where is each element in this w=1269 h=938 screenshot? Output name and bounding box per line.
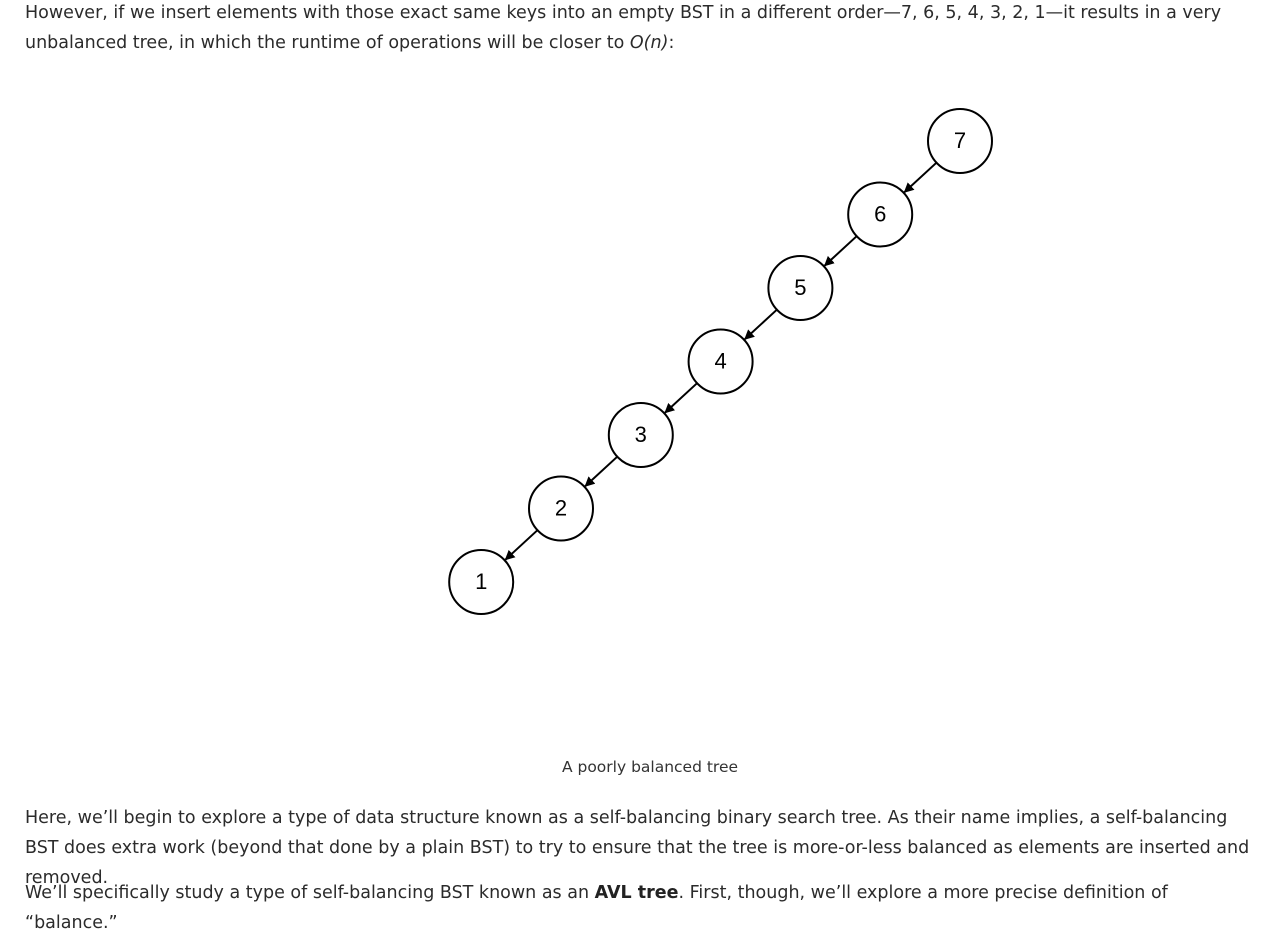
edge-5-to-4 bbox=[744, 308, 778, 340]
unbalanced-tree-diagram: 7 6 5 4 3 2 1 bbox=[448, 108, 993, 615]
node-label: 4 bbox=[714, 348, 726, 373]
tree-node-1: 1 bbox=[448, 549, 515, 615]
big-o-notation: O(n) bbox=[629, 33, 669, 53]
node-circle bbox=[607, 402, 674, 468]
tree-node-6: 6 bbox=[847, 181, 914, 248]
intro-paragraph: However, if we insert elements with thos… bbox=[25, 0, 1265, 58]
tree-node-5: 5 bbox=[767, 255, 834, 321]
edge-7-to-6 bbox=[903, 161, 938, 193]
node-label: 5 bbox=[794, 275, 806, 300]
edge-2-to-1 bbox=[504, 529, 539, 561]
node-label: 2 bbox=[555, 495, 567, 520]
avl-tree-term: AVL tree bbox=[594, 883, 679, 903]
tree-node-4: 4 bbox=[687, 328, 754, 395]
intro-text: However, if we insert elements with thos… bbox=[25, 3, 1222, 53]
node-circle bbox=[927, 108, 993, 174]
node-label: 7 bbox=[954, 128, 966, 153]
tree-node-3: 3 bbox=[607, 402, 674, 468]
node-label: 6 bbox=[874, 201, 886, 226]
edge-4-to-3 bbox=[664, 382, 698, 414]
tree-edges bbox=[504, 161, 938, 561]
avl-text: We’ll specifically study a type of self-… bbox=[25, 883, 595, 903]
edge-3-to-2 bbox=[584, 455, 618, 487]
node-circle bbox=[767, 255, 834, 321]
node-label: 3 bbox=[635, 422, 647, 447]
node-label: 1 bbox=[475, 569, 487, 594]
node-circle bbox=[847, 181, 914, 248]
node-circle bbox=[687, 328, 754, 395]
tree-node-2: 2 bbox=[528, 475, 594, 542]
node-circle bbox=[528, 475, 594, 542]
node-circle bbox=[448, 549, 515, 615]
intro-colon: : bbox=[668, 33, 675, 53]
figure-caption: A poorly balanced tree bbox=[561, 758, 739, 776]
edge-6-to-5 bbox=[823, 235, 858, 267]
tree-nodes: 7 6 5 4 3 2 1 bbox=[448, 108, 993, 615]
tree-node-7: 7 bbox=[927, 108, 993, 174]
self-balancing-paragraph: Here, we’ll begin to explore a type of d… bbox=[25, 808, 1250, 888]
avl-paragraph: We’ll specifically study a type of self-… bbox=[25, 878, 1265, 938]
